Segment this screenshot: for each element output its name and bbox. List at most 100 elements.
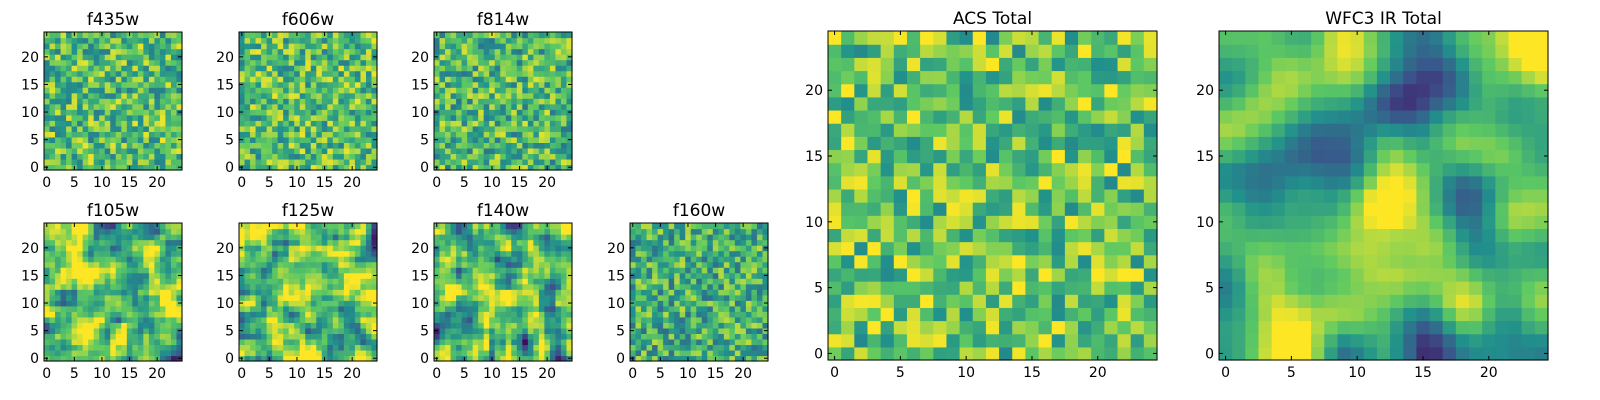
heatmap-cell bbox=[555, 289, 562, 296]
heatmap-cell bbox=[1143, 307, 1158, 322]
heatmap-cell bbox=[49, 250, 56, 257]
x-tick-label: 5 bbox=[265, 366, 274, 382]
heatmap-cell bbox=[1130, 320, 1145, 335]
heatmap-cell bbox=[104, 65, 111, 72]
heatmap-cell bbox=[489, 239, 496, 246]
heatmap-cell bbox=[115, 228, 122, 235]
heatmap-cell bbox=[272, 250, 279, 257]
heatmap-cell bbox=[250, 76, 257, 83]
heatmap-cell bbox=[137, 76, 144, 83]
heatmap-cell bbox=[544, 70, 551, 77]
heatmap-cell bbox=[283, 322, 290, 329]
heatmap-cell bbox=[49, 147, 56, 155]
heatmap-cell bbox=[299, 65, 306, 72]
heatmap-cell bbox=[49, 153, 56, 160]
heatmap-cell bbox=[434, 278, 441, 285]
heatmap-cell bbox=[472, 267, 479, 274]
heatmap-cell bbox=[685, 239, 692, 246]
heatmap-cell bbox=[1012, 281, 1026, 295]
heatmap-cell bbox=[472, 305, 479, 312]
heatmap-cell bbox=[321, 239, 328, 246]
heatmap-cell bbox=[439, 355, 446, 362]
heatmap-cell bbox=[566, 234, 573, 241]
heatmap-cell bbox=[1143, 346, 1158, 361]
heatmap-cell bbox=[478, 147, 485, 155]
heatmap-cell bbox=[538, 120, 545, 127]
heatmap-cell bbox=[115, 283, 122, 290]
heatmap-cell bbox=[66, 278, 73, 285]
y-tick-label: 10 bbox=[216, 296, 234, 312]
heatmap-cell bbox=[712, 294, 719, 301]
heatmap-cell bbox=[478, 327, 485, 334]
heatmap-cell bbox=[115, 234, 122, 241]
heatmap-cell bbox=[288, 43, 295, 50]
heatmap-cell bbox=[93, 272, 100, 279]
heatmap-cell bbox=[327, 349, 334, 357]
heatmap-cell bbox=[244, 349, 251, 357]
heatmap-cell bbox=[668, 256, 675, 263]
heatmap-cell bbox=[538, 239, 545, 246]
heatmap-cell bbox=[321, 278, 328, 285]
heatmap-cell bbox=[321, 87, 328, 94]
heatmap-cell bbox=[456, 239, 463, 246]
heatmap-cell bbox=[66, 109, 73, 116]
heatmap-cell bbox=[60, 272, 67, 279]
heatmap-cell bbox=[674, 333, 681, 340]
heatmap-cell bbox=[244, 164, 251, 171]
heatmap-cell bbox=[360, 245, 367, 252]
heatmap-cell bbox=[299, 272, 306, 279]
heatmap-cell bbox=[104, 283, 111, 290]
heatmap-cell bbox=[148, 228, 155, 235]
heatmap-cell bbox=[170, 305, 178, 312]
heatmap-cell bbox=[305, 142, 312, 149]
heatmap-cell bbox=[456, 278, 463, 285]
heatmap-cell bbox=[756, 228, 764, 235]
heatmap-cell bbox=[176, 305, 183, 312]
heatmap-cell bbox=[439, 164, 446, 171]
heatmap-cell bbox=[566, 333, 573, 340]
heatmap-cell bbox=[690, 355, 697, 362]
heatmap-cell bbox=[316, 153, 323, 160]
heatmap-cell bbox=[115, 239, 122, 246]
heatmap-cell bbox=[137, 294, 144, 301]
heatmap-cell bbox=[494, 43, 501, 50]
heatmap-cell bbox=[522, 245, 529, 252]
heatmap-cell bbox=[696, 333, 703, 340]
heatmap-cell bbox=[646, 338, 653, 346]
heatmap-cell bbox=[467, 136, 474, 143]
y-tick-label: 15 bbox=[607, 268, 625, 284]
heatmap-cell bbox=[494, 333, 501, 340]
heatmap-cell bbox=[283, 114, 290, 121]
heatmap-cell bbox=[439, 234, 446, 241]
heatmap-cell bbox=[880, 294, 895, 308]
heatmap-cell bbox=[176, 228, 183, 235]
heatmap-cell bbox=[82, 147, 89, 155]
heatmap-cell bbox=[734, 272, 741, 279]
heatmap-cell bbox=[538, 87, 545, 94]
heatmap-cell bbox=[176, 142, 183, 149]
heatmap-cell bbox=[456, 48, 463, 55]
heatmap-cell bbox=[305, 333, 312, 340]
heatmap-cell bbox=[360, 272, 367, 279]
heatmap-cell bbox=[154, 59, 161, 66]
heatmap-cell bbox=[985, 307, 1000, 322]
heatmap-cell bbox=[244, 142, 251, 149]
heatmap-cell bbox=[121, 142, 128, 149]
heatmap-cell bbox=[132, 338, 139, 346]
heatmap-cell bbox=[371, 294, 378, 301]
heatmap-cell bbox=[467, 48, 474, 55]
heatmap-cell bbox=[316, 32, 323, 39]
heatmap-cell bbox=[500, 125, 507, 132]
heatmap-cell bbox=[505, 333, 512, 340]
heatmap-cell bbox=[338, 76, 345, 83]
heatmap-cell bbox=[305, 65, 312, 72]
heatmap-cell bbox=[729, 349, 736, 357]
x-tick-label: 10 bbox=[288, 175, 306, 191]
heatmap-cell bbox=[44, 153, 51, 160]
heatmap-cell bbox=[434, 344, 441, 351]
heatmap-cell bbox=[456, 32, 463, 39]
heatmap-cell bbox=[560, 136, 568, 143]
heatmap-cell bbox=[82, 267, 89, 274]
heatmap-cell bbox=[299, 142, 306, 149]
heatmap-cell bbox=[283, 272, 290, 279]
